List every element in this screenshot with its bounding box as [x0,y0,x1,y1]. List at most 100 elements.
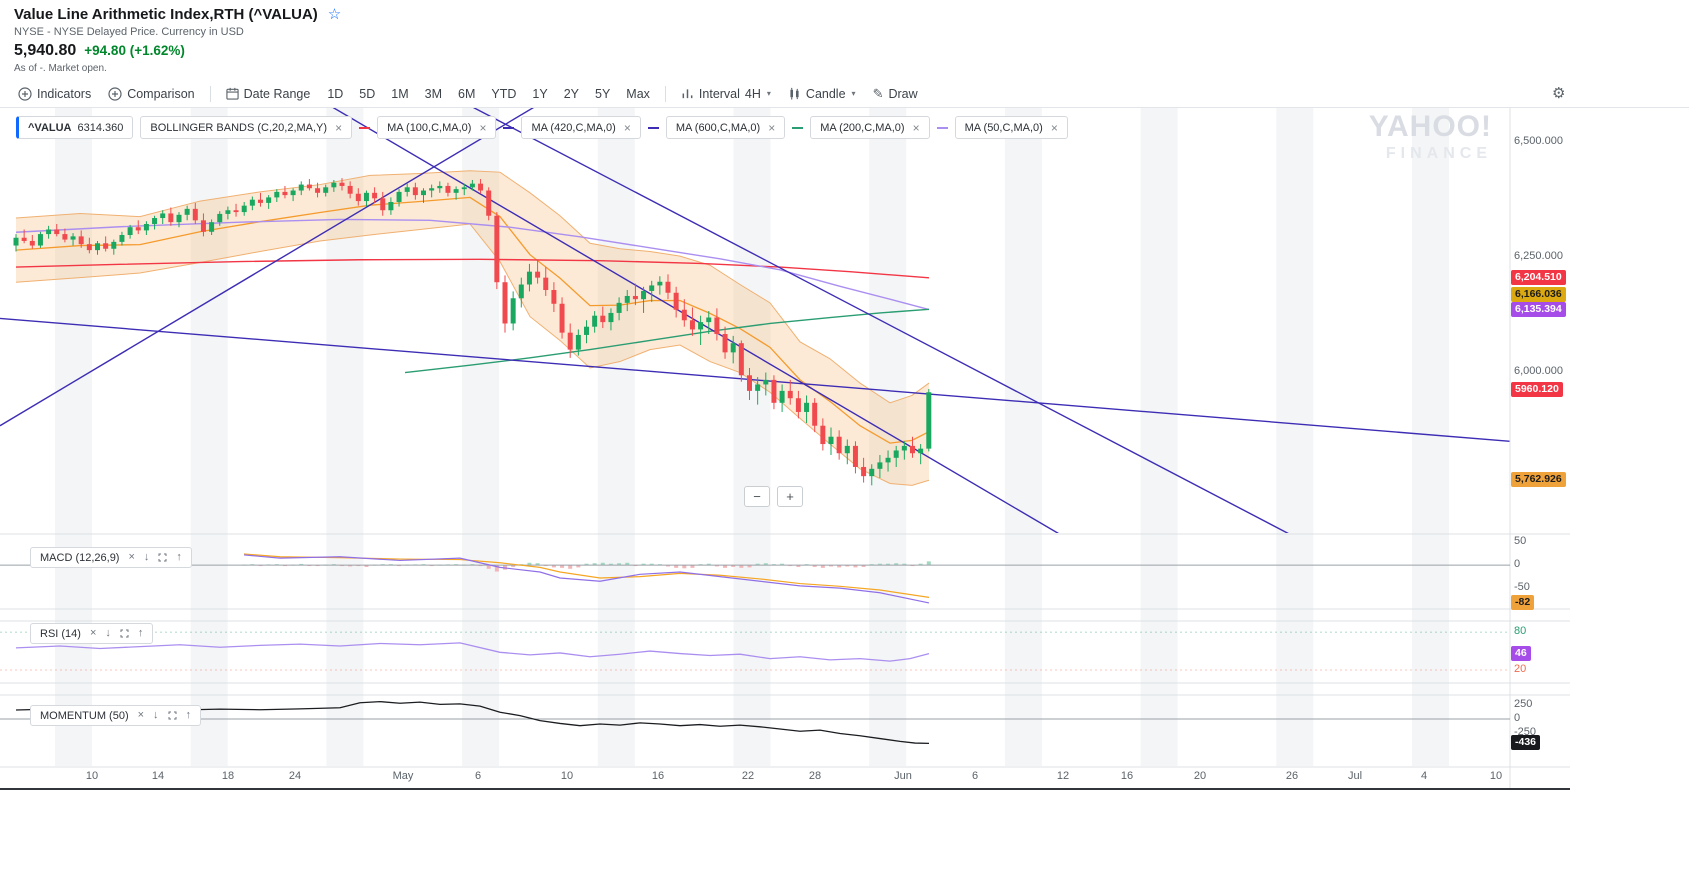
range-button-max[interactable]: Max [618,81,658,107]
legend-chip-label: MA (200,C,MA,0) [820,121,905,134]
interval-label: Interval [698,86,740,101]
overlay-color-swatch [936,126,948,129]
expand-icon[interactable] [168,711,177,720]
x-axis-label: 16 [651,770,665,782]
axis-label: 0 [1514,558,1521,571]
x-axis-label: 18 [221,770,235,782]
range-button-1d[interactable]: 1D [319,81,351,107]
remove-overlay-icon[interactable]: × [623,120,631,135]
legend-chip-label: MA (100,C,MA,0) [387,121,472,134]
expand-icon[interactable] [120,629,129,638]
legend-chip-6[interactable]: MA (50,C,MA,0) × [954,116,1068,139]
axis-label: 80 [1514,625,1527,638]
range-button-5d[interactable]: 5D [351,81,383,107]
interval-value: 4H [744,86,761,101]
overlay-color-swatch [792,126,804,129]
settings-gear-icon[interactable]: ⚙ [1552,85,1566,102]
axis-label: -250 [1514,725,1537,738]
price-badge: -82 [1511,594,1535,610]
legend-chip-primary[interactable]: ^VALUA 6314.360 [16,116,134,139]
circle-plus-icon [108,86,122,101]
legend-chip-4[interactable]: MA (600,C,MA,0) × [665,116,786,139]
close-icon[interactable]: × [137,709,145,721]
legend-chip-label: MA (600,C,MA,0) [675,121,761,134]
favorite-star-icon[interactable]: ☆ [327,6,342,23]
comparison-button[interactable]: Comparison [100,81,202,107]
move-down-icon[interactable]: ↓ [105,627,111,639]
x-axis-label: 14 [151,770,165,782]
x-axis-label: 6 [971,770,979,782]
chart-toolbar: Indicators Comparison Date Range 1D 5D 1M 3… [0,80,1689,108]
price-badge: 46 [1511,645,1531,661]
legend-chip-2[interactable]: MA (100,C,MA,0) × [377,116,497,139]
move-down-icon[interactable]: ↓ [153,709,159,721]
price-badge: 5,762.926 [1511,472,1566,488]
legend-bar: ^VALUA 6314.360 BOLLINGER BANDS (C,20,2,… [16,116,1068,139]
x-axis-label: 16 [1120,770,1134,782]
move-up-icon[interactable]: ↑ [137,627,144,639]
x-axis-label: Jul [1347,770,1363,782]
x-axis-label: 6 [474,770,482,782]
price-badge: 6,135.394 [1511,301,1566,317]
x-axis-label: 10 [1489,770,1503,782]
indicators-label: Indicators [37,86,92,101]
macd-panel-chip[interactable]: MACD (12,26,9) × ↓ ↑ [30,547,192,568]
close-icon[interactable]: × [128,551,135,563]
axis-label: 6,000.000 [1514,364,1563,377]
close-icon[interactable]: × [89,627,97,639]
chart-type-dropdown[interactable]: Candle ▾ [780,81,864,107]
chart-bottom-border [0,788,1570,790]
remove-overlay-icon[interactable]: × [1050,120,1058,135]
comparison-label: Comparison [127,86,195,101]
remove-overlay-icon[interactable]: × [768,120,776,135]
draw-label: Draw [888,86,918,101]
interval-dropdown[interactable]: Interval 4H ▾ [673,81,779,107]
move-up-icon[interactable]: ↑ [176,551,182,563]
date-range-button[interactable]: Date Range [218,81,319,107]
legend-chip-label: BOLLINGER BANDS (C,20,2,MA,Y) [150,121,328,134]
legend-chip-3[interactable]: MA (420,C,MA,0) × [521,116,641,139]
page-title: Value Line Arithmetic Index,RTH (^VALUA) [14,6,318,23]
momentum-panel-chip[interactable]: MOMENTUM (50) × ↓ ↑ [30,705,202,726]
axis-label: 6,500.000 [1514,135,1563,148]
legend-chip-5[interactable]: MA (200,C,MA,0) × [810,116,930,139]
range-button-6m[interactable]: 6M [450,81,483,107]
remove-overlay-icon[interactable]: × [335,120,343,135]
overlay-color-swatch [503,126,515,129]
exchange-info: NYSE - NYSE Delayed Price. Currency in U… [14,26,244,38]
overlay-color-swatch [359,126,371,129]
range-button-2y[interactable]: 2Y [556,81,587,107]
legend-chip-label: MA (420,C,MA,0) [531,121,616,134]
move-up-icon[interactable]: ↑ [185,709,192,721]
rsi-panel-chip[interactable]: RSI (14) × ↓ ↑ [30,623,154,644]
range-button-3m[interactable]: 3M [417,81,450,107]
x-axis-label: 12 [1056,770,1070,782]
legend-chip-1[interactable]: BOLLINGER BANDS (C,20,2,MA,Y) × [140,116,353,139]
move-down-icon[interactable]: ↓ [143,551,150,563]
price-badge: -436 [1511,735,1541,751]
zoom-in-button[interactable]: + [777,486,803,507]
range-button-ytd[interactable]: YTD [483,81,524,107]
interval-icon [682,89,693,99]
x-axis: 10 14 18 24 May 6 10 16 22 28 Jun 6 12 16 20 26 Jul 4 10 [0,770,1510,786]
remove-overlay-icon[interactable]: × [479,120,487,135]
watermark-finance: FINANCE [1385,145,1492,162]
range-button-5y[interactable]: 5Y [587,81,618,107]
x-axis-label: 22 [741,770,755,782]
indicators-button[interactable]: Indicators [10,81,99,107]
range-button-1m[interactable]: 1M [383,81,416,107]
remove-overlay-icon[interactable]: × [912,120,920,135]
watermark-yahoo: YAHOO! [1368,110,1492,143]
expand-icon[interactable] [158,553,167,562]
chart-type-label: Candle [805,86,846,101]
x-axis-label: May [392,770,414,782]
x-axis-label: Jun [894,770,912,782]
draw-button[interactable]: ✎ Draw [865,81,926,107]
macd-label: MACD (12,26,9) [40,551,120,564]
range-button-1y[interactable]: 1Y [524,81,555,107]
price-badge: 5960.120 [1511,381,1563,397]
overlay-chip-group: BOLLINGER BANDS (C,20,2,MA,Y) × MA (100,C,… [140,116,1068,139]
momentum-label: MOMENTUM (50) [40,709,129,722]
x-axis-label: 28 [808,770,822,782]
zoom-out-button[interactable]: − [744,486,770,507]
